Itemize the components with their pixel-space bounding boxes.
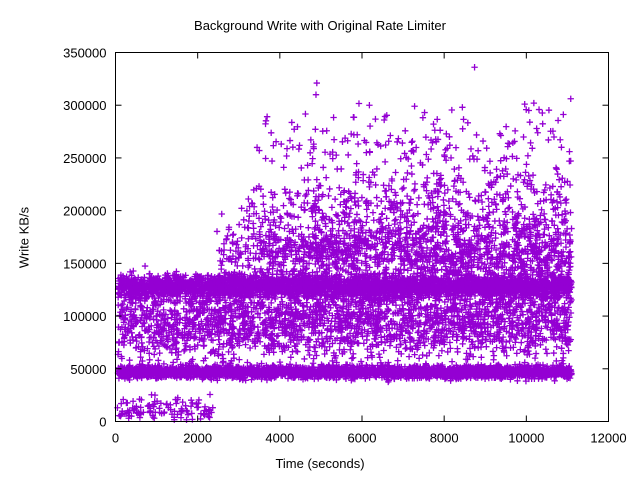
data-point (141, 262, 149, 270)
data-point (173, 268, 180, 275)
chart-title: Background Write with Original Rate Limi… (194, 18, 446, 33)
data-points-layer (114, 64, 575, 423)
x-axis-label: Time (seconds) (275, 456, 365, 471)
data-point (126, 268, 134, 276)
data-point (128, 272, 135, 279)
data-point (309, 269, 316, 276)
